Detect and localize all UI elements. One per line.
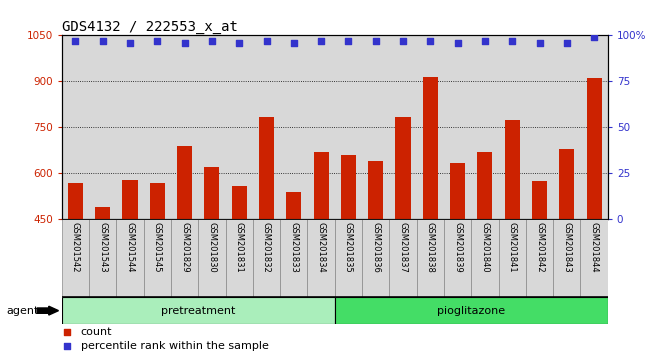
Point <box>480 38 490 44</box>
Bar <box>122 179 138 219</box>
FancyBboxPatch shape <box>62 297 335 324</box>
Bar <box>95 207 110 219</box>
Point <box>589 34 599 40</box>
Point <box>125 40 135 46</box>
Text: GSM201832: GSM201832 <box>262 222 271 273</box>
FancyBboxPatch shape <box>444 219 471 297</box>
Text: GSM201542: GSM201542 <box>71 222 80 272</box>
Point <box>261 38 272 44</box>
Text: GSM201840: GSM201840 <box>480 222 489 273</box>
Bar <box>177 146 192 219</box>
FancyBboxPatch shape <box>116 219 144 297</box>
Point <box>425 38 436 44</box>
Text: GSM201838: GSM201838 <box>426 222 435 273</box>
Text: pioglitazone: pioglitazone <box>437 306 505 316</box>
Text: GSM201843: GSM201843 <box>562 222 571 273</box>
Text: GSM201835: GSM201835 <box>344 222 353 273</box>
FancyBboxPatch shape <box>417 219 444 297</box>
FancyBboxPatch shape <box>144 219 171 297</box>
FancyBboxPatch shape <box>62 219 89 297</box>
Bar <box>150 183 165 219</box>
Text: GSM201543: GSM201543 <box>98 222 107 273</box>
Point <box>343 38 354 44</box>
FancyBboxPatch shape <box>471 219 499 297</box>
FancyBboxPatch shape <box>171 219 198 297</box>
FancyBboxPatch shape <box>307 219 335 297</box>
FancyBboxPatch shape <box>580 219 608 297</box>
FancyBboxPatch shape <box>553 219 580 297</box>
Point <box>234 40 244 46</box>
FancyBboxPatch shape <box>335 219 362 297</box>
Text: agent: agent <box>6 306 39 316</box>
Point <box>70 38 81 44</box>
Point <box>507 38 517 44</box>
Point <box>98 38 108 44</box>
Point <box>452 40 463 46</box>
Bar <box>68 183 83 219</box>
Text: GSM201842: GSM201842 <box>535 222 544 273</box>
Bar <box>504 120 520 219</box>
Text: percentile rank within the sample: percentile rank within the sample <box>81 341 268 350</box>
Point <box>398 38 408 44</box>
Bar <box>532 181 547 219</box>
FancyBboxPatch shape <box>526 219 553 297</box>
Text: GSM201833: GSM201833 <box>289 222 298 273</box>
Bar <box>586 78 602 219</box>
Bar <box>259 117 274 219</box>
FancyBboxPatch shape <box>253 219 280 297</box>
Bar <box>368 161 384 219</box>
Point <box>316 38 326 44</box>
Point <box>62 343 72 348</box>
Point <box>562 40 572 46</box>
FancyBboxPatch shape <box>89 219 116 297</box>
Bar <box>422 77 438 219</box>
Point <box>289 40 299 46</box>
FancyBboxPatch shape <box>362 219 389 297</box>
Text: pretreatment: pretreatment <box>161 306 235 316</box>
FancyBboxPatch shape <box>335 297 608 324</box>
Text: GSM201829: GSM201829 <box>180 222 189 273</box>
Bar <box>477 152 493 219</box>
Text: GSM201544: GSM201544 <box>125 222 135 272</box>
Point <box>179 40 190 46</box>
FancyBboxPatch shape <box>389 219 417 297</box>
Text: GSM201844: GSM201844 <box>590 222 599 273</box>
FancyBboxPatch shape <box>198 219 226 297</box>
Bar <box>204 167 220 219</box>
FancyBboxPatch shape <box>280 219 307 297</box>
Text: GSM201830: GSM201830 <box>207 222 216 273</box>
Text: GSM201841: GSM201841 <box>508 222 517 273</box>
Point <box>62 330 72 335</box>
Text: GDS4132 / 222553_x_at: GDS4132 / 222553_x_at <box>62 21 238 34</box>
Bar <box>231 186 247 219</box>
Point <box>534 40 545 46</box>
Bar <box>286 192 302 219</box>
Text: GSM201834: GSM201834 <box>317 222 326 273</box>
Bar <box>395 117 411 219</box>
Text: GSM201545: GSM201545 <box>153 222 162 272</box>
Bar <box>559 149 575 219</box>
Text: GSM201839: GSM201839 <box>453 222 462 273</box>
Text: GSM201837: GSM201837 <box>398 222 408 273</box>
FancyBboxPatch shape <box>226 219 253 297</box>
Point <box>207 38 217 44</box>
FancyBboxPatch shape <box>499 219 526 297</box>
Text: count: count <box>81 327 112 337</box>
Bar <box>313 152 329 219</box>
Text: GSM201831: GSM201831 <box>235 222 244 273</box>
Point <box>152 38 162 44</box>
Bar <box>341 155 356 219</box>
Bar <box>450 163 465 219</box>
Point <box>370 38 381 44</box>
Text: GSM201836: GSM201836 <box>371 222 380 273</box>
